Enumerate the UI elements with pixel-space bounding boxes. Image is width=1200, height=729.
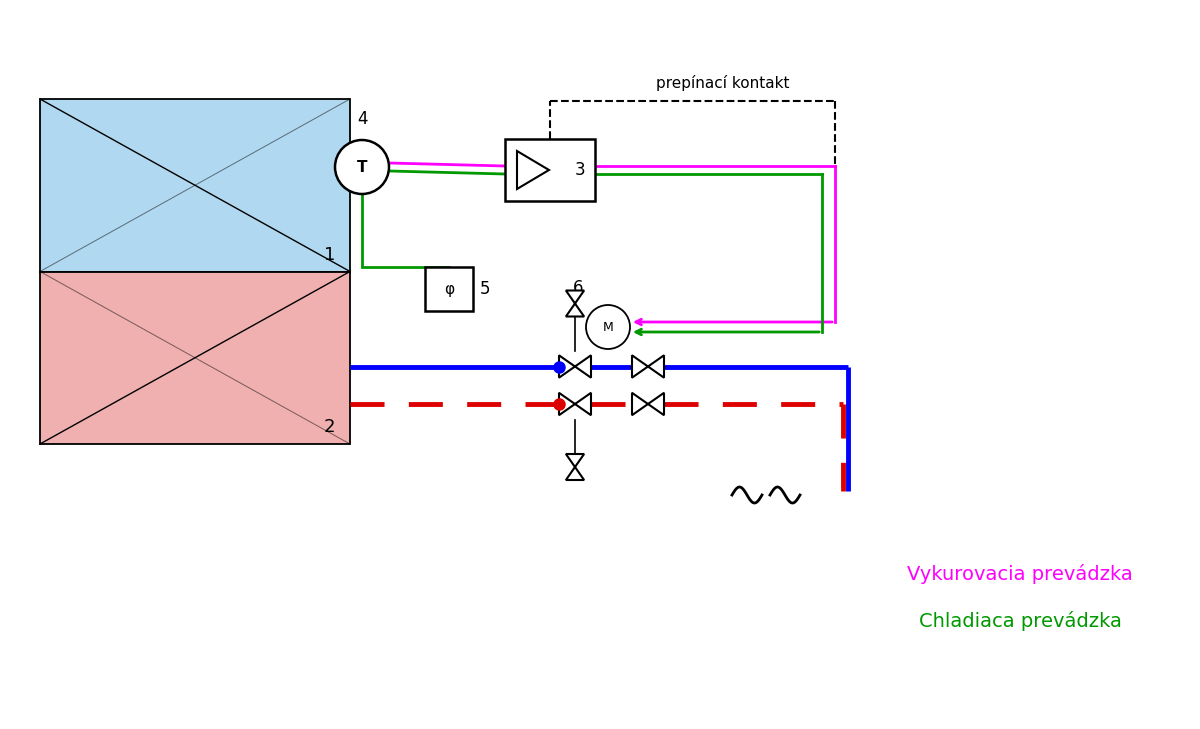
Polygon shape: [632, 393, 664, 416]
Polygon shape: [632, 355, 664, 378]
FancyBboxPatch shape: [505, 139, 595, 201]
Polygon shape: [566, 454, 584, 480]
Polygon shape: [566, 290, 584, 316]
Text: T: T: [356, 160, 367, 174]
FancyBboxPatch shape: [425, 267, 473, 311]
Polygon shape: [517, 151, 550, 189]
Polygon shape: [559, 355, 592, 378]
Text: 5: 5: [480, 280, 491, 298]
Circle shape: [335, 140, 389, 194]
Polygon shape: [559, 393, 592, 416]
Circle shape: [586, 305, 630, 349]
Text: M: M: [602, 321, 613, 333]
Text: 3: 3: [575, 161, 586, 179]
Text: φ: φ: [444, 281, 454, 297]
Text: 4: 4: [356, 110, 367, 128]
Polygon shape: [40, 271, 350, 444]
Text: 6: 6: [572, 279, 583, 297]
Text: prepínací kontakt: prepínací kontakt: [655, 75, 790, 91]
Text: 2: 2: [324, 418, 335, 436]
Polygon shape: [40, 99, 350, 271]
Text: 1: 1: [324, 246, 335, 263]
Text: Vykurovacia prevádzka: Vykurovacia prevádzka: [907, 564, 1133, 584]
Text: Chladiaca prevádzka: Chladiaca prevádzka: [918, 611, 1122, 631]
